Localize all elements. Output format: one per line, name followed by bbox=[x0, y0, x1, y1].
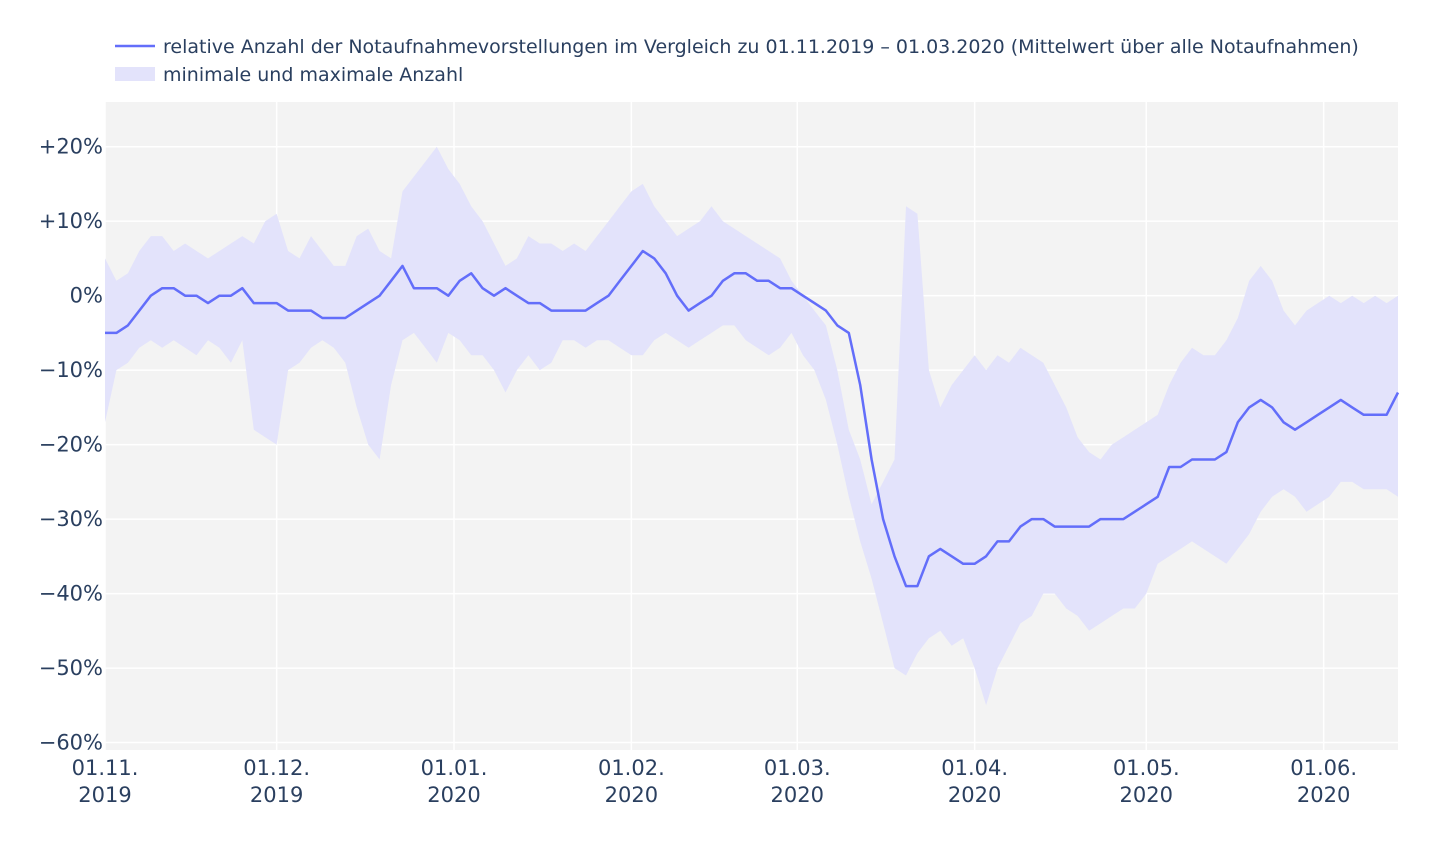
legend-label-mean[interactable]: relative Anzahl der Notaufnahmevorstellu… bbox=[163, 36, 1359, 58]
x-tick-label-year: 2020 bbox=[427, 783, 480, 807]
y-tick-label: −20% bbox=[39, 433, 103, 457]
y-tick-label: −50% bbox=[39, 656, 103, 680]
x-tick-label: 01.01. bbox=[421, 756, 488, 780]
x-tick-label-year: 2020 bbox=[771, 783, 824, 807]
x-tick-label: 01.06. bbox=[1290, 756, 1357, 780]
x-tick-label: 01.05. bbox=[1113, 756, 1180, 780]
min-max-band bbox=[105, 146, 1398, 706]
x-tick-label-year: 2020 bbox=[1120, 783, 1173, 807]
x-tick-label: 01.12. bbox=[243, 756, 310, 780]
x-tick-label: 01.02. bbox=[598, 756, 665, 780]
y-axis-ticks: +20% +10% 0% −10% −20% −30% −40% −50% −60% bbox=[39, 135, 103, 755]
legend-label-range[interactable]: minimale und maximale Anzahl bbox=[163, 64, 463, 86]
x-tick-label-year: 2019 bbox=[250, 783, 303, 807]
legend: relative Anzahl der Notaufnahmevorstellu… bbox=[115, 36, 1359, 86]
y-tick-label: +10% bbox=[39, 209, 103, 233]
x-tick-label-year: 2020 bbox=[605, 783, 658, 807]
y-tick-label: +20% bbox=[39, 135, 103, 159]
x-tick-label-year: 2019 bbox=[78, 783, 131, 807]
y-tick-label: −30% bbox=[39, 507, 103, 531]
grid bbox=[104, 102, 1398, 750]
y-tick-label: −40% bbox=[39, 582, 103, 606]
y-tick-label: −60% bbox=[39, 731, 103, 755]
x-tick-label-year: 2020 bbox=[1297, 783, 1350, 807]
legend-band-swatch[interactable] bbox=[115, 67, 155, 81]
x-tick-label: 01.04. bbox=[941, 756, 1008, 780]
x-tick-label: 01.11. bbox=[72, 756, 139, 780]
x-axis-ticks: 01.11. 2019 01.12. 2019 01.01. 2020 01.02. 2020… bbox=[72, 756, 1357, 807]
y-tick-label: 0% bbox=[70, 284, 103, 308]
mean-line bbox=[105, 249, 1400, 588]
x-tick-label: 01.03. bbox=[764, 756, 831, 780]
y-tick-label: −10% bbox=[39, 358, 103, 382]
x-tick-label-year: 2020 bbox=[948, 783, 1001, 807]
